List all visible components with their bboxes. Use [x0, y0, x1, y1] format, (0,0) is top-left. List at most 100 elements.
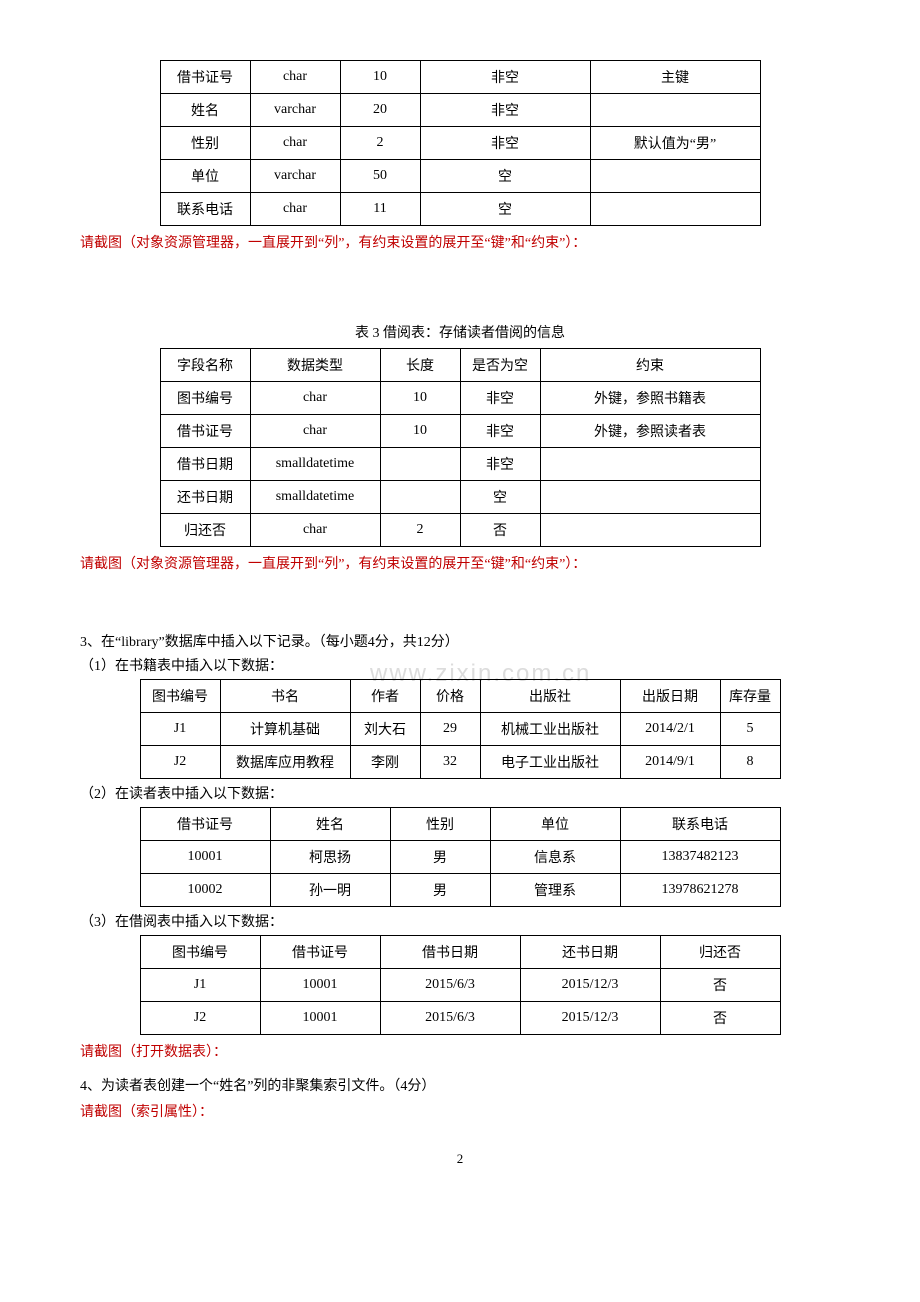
cell: 否 [660, 1002, 780, 1035]
table-row: J1计算机基础刘大石29机械工业出版社2014/2/15 [140, 713, 780, 746]
cell: 2015/6/3 [380, 1002, 520, 1035]
cell [380, 481, 460, 514]
cell [540, 448, 760, 481]
col-header: 借书证号 [140, 808, 270, 841]
cell: 2014/2/1 [620, 713, 720, 746]
q3-intro: 3、在“library”数据库中插入以下记录。（每小题4分，共12分） [80, 631, 840, 651]
cell: 非空 [460, 415, 540, 448]
q4-text: 4、为读者表创建一个“姓名”列的非聚集索引文件。（4分） [80, 1075, 840, 1095]
cell: 非空 [420, 94, 590, 127]
table-row: 还书日期smalldatetime空 [160, 481, 760, 514]
cell: 50 [340, 160, 420, 193]
cell: 数据库应用教程 [220, 746, 350, 779]
col-header: 库存量 [720, 680, 780, 713]
cell: 男 [390, 874, 490, 907]
cell: 单位 [160, 160, 250, 193]
cell: char [250, 514, 380, 547]
cell: 2015/12/3 [520, 969, 660, 1002]
col-header: 出版社 [480, 680, 620, 713]
cell: char [250, 61, 340, 94]
cell: 10001 [140, 841, 270, 874]
cell: 10 [380, 382, 460, 415]
cell: 外键，参照读者表 [540, 415, 760, 448]
col-header: 借书证号 [260, 936, 380, 969]
cell: 性别 [160, 127, 250, 160]
cell: J1 [140, 969, 260, 1002]
cell: J1 [140, 713, 220, 746]
screenshot-note-1: 请截图（对象资源管理器，一直展开到“列”，有约束设置的展开至“键”和“约束”）： [80, 232, 840, 252]
cell: 电子工业出版社 [480, 746, 620, 779]
cell: 2 [380, 514, 460, 547]
page-number: 2 [80, 1151, 840, 1167]
cell: 空 [460, 481, 540, 514]
col-header: 借书日期 [380, 936, 520, 969]
cell [590, 193, 760, 226]
books-insert-table: 图书编号书名作者价格出版社出版日期库存量 J1计算机基础刘大石29机械工业出版社… [140, 679, 781, 779]
borrow-insert-table: 图书编号借书证号借书日期还书日期归还否 J1100012015/6/32015/… [140, 935, 781, 1035]
cell: 10002 [140, 874, 270, 907]
col-header: 作者 [350, 680, 420, 713]
col-header: 图书编号 [140, 936, 260, 969]
cell: 非空 [460, 382, 540, 415]
table-row: 姓名varchar20非空 [160, 94, 760, 127]
table-header-row: 字段名称 数据类型 长度 是否为空 约束 [160, 349, 760, 382]
table-row: 归还否char2否 [160, 514, 760, 547]
col-header: 书名 [220, 680, 350, 713]
cell: char [250, 127, 340, 160]
col-header: 还书日期 [520, 936, 660, 969]
cell [590, 160, 760, 193]
cell: 空 [420, 160, 590, 193]
table-header-row: 图书编号书名作者价格出版社出版日期库存量 [140, 680, 780, 713]
cell: 图书编号 [160, 382, 250, 415]
col-header: 长度 [380, 349, 460, 382]
q3-1-label: （1）在书籍表中插入以下数据： [80, 655, 840, 675]
cell: 10001 [260, 969, 380, 1002]
cell: 否 [660, 969, 780, 1002]
screenshot-note-4: 请截图（索引属性）： [80, 1101, 840, 1121]
col-header: 姓名 [270, 808, 390, 841]
col-header: 单位 [490, 808, 620, 841]
table-row: 借书证号char10非空外键，参照读者表 [160, 415, 760, 448]
cell: char [250, 415, 380, 448]
table-header-row: 图书编号借书证号借书日期还书日期归还否 [140, 936, 780, 969]
cell: 2015/12/3 [520, 1002, 660, 1035]
col-header: 数据类型 [250, 349, 380, 382]
cell: 2 [340, 127, 420, 160]
table-row: 借书证号char10非空主键 [160, 61, 760, 94]
col-header: 图书编号 [140, 680, 220, 713]
cell: 10001 [260, 1002, 380, 1035]
cell: 否 [460, 514, 540, 547]
cell: 5 [720, 713, 780, 746]
q3-3-label: （3）在借阅表中插入以下数据： [80, 911, 840, 931]
cell: J2 [140, 746, 220, 779]
table-row: 性别char2非空默认值为“男” [160, 127, 760, 160]
col-header: 是否为空 [460, 349, 540, 382]
cell: 13978621278 [620, 874, 780, 907]
column-def-table-3: 字段名称 数据类型 长度 是否为空 约束 图书编号char10非空外键，参照书籍… [160, 348, 761, 547]
cell [380, 448, 460, 481]
cell: 归还否 [160, 514, 250, 547]
screenshot-note-3: 请截图（打开数据表）： [80, 1041, 840, 1061]
cell: 刘大石 [350, 713, 420, 746]
table-row: 10002孙一明男管理系13978621278 [140, 874, 780, 907]
table-row: 联系电话char11空 [160, 193, 760, 226]
cell: 男 [390, 841, 490, 874]
table-row: J2100012015/6/32015/12/3否 [140, 1002, 780, 1035]
readers-insert-table: 借书证号姓名性别单位联系电话 10001柯思扬男信息系13837482123 1… [140, 807, 781, 907]
cell: 李刚 [350, 746, 420, 779]
cell: 非空 [420, 61, 590, 94]
cell: 借书证号 [160, 415, 250, 448]
col-header: 约束 [540, 349, 760, 382]
cell: 11 [340, 193, 420, 226]
cell: 外键，参照书籍表 [540, 382, 760, 415]
cell: 联系电话 [160, 193, 250, 226]
cell: 20 [340, 94, 420, 127]
cell: 借书证号 [160, 61, 250, 94]
table-row: 图书编号char10非空外键，参照书籍表 [160, 382, 760, 415]
cell: 信息系 [490, 841, 620, 874]
cell: 机械工业出版社 [480, 713, 620, 746]
table-header-row: 借书证号姓名性别单位联系电话 [140, 808, 780, 841]
cell: 8 [720, 746, 780, 779]
cell: 借书日期 [160, 448, 250, 481]
cell: 主键 [590, 61, 760, 94]
